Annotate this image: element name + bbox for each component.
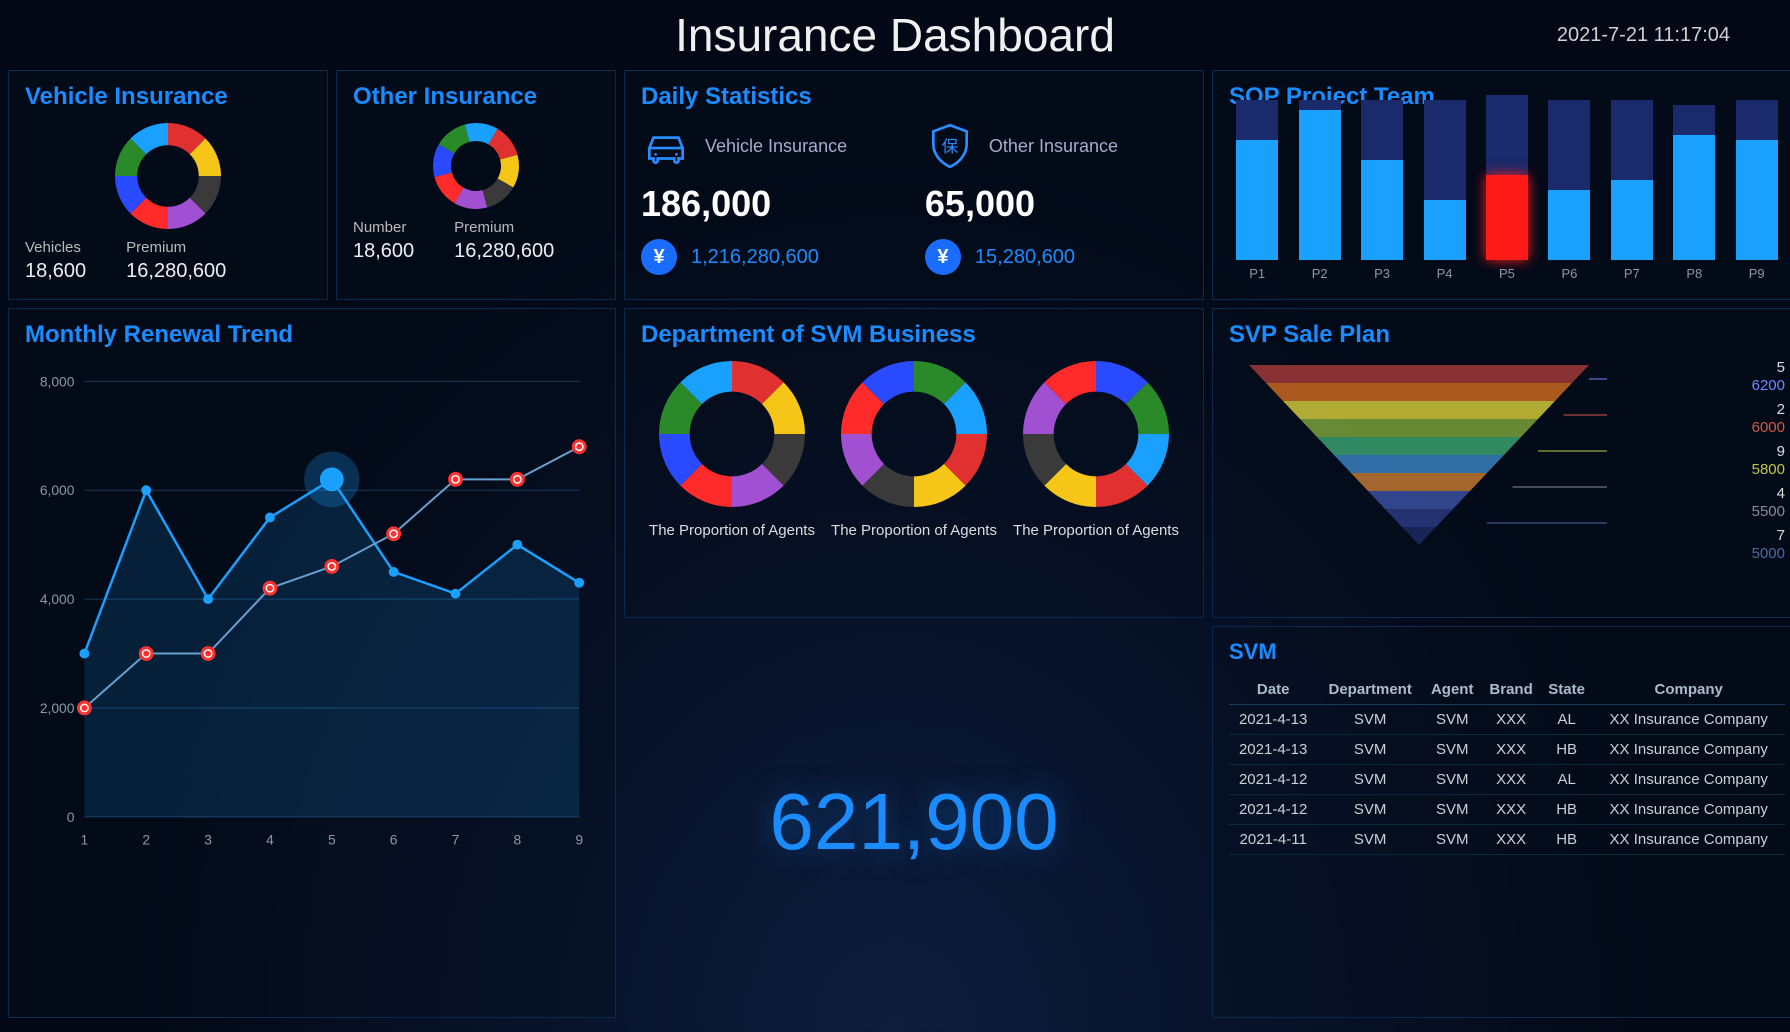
svm-business-panel: Department of SVM Business The Proportio… <box>624 308 1204 618</box>
other-ins-stat-1: Premium 16,280,600 <box>454 219 554 263</box>
table-row: 2021-4-13SVMSVMXXXHBXX Insurance Company <box>1229 735 1785 765</box>
big-number: 621,900 <box>769 776 1058 868</box>
bar-col: P6 <box>1548 100 1590 281</box>
svg-text:6: 6 <box>390 832 398 848</box>
bar-col: P1 <box>1236 100 1278 281</box>
bar-col: P9 <box>1736 100 1778 281</box>
bar-col: P7 <box>1611 100 1653 281</box>
svg-text:5: 5 <box>328 832 336 848</box>
other-insurance-title: Other Insurance <box>353 83 599 111</box>
other-ins-stat-0: Number 18,600 <box>353 219 414 263</box>
car-icon <box>641 121 691 171</box>
svg-text:4: 4 <box>266 832 274 848</box>
bar-col: P3 <box>1361 100 1403 281</box>
svp-funnel-labels: 56200 26000 95800 45500 75000 <box>1609 359 1785 569</box>
svg-text:3: 3 <box>204 832 212 848</box>
header: Insurance Dashboard 2021-7-21 11:17:04 <box>0 0 1790 70</box>
svg-text:1: 1 <box>81 832 89 848</box>
table-header: Department <box>1317 675 1423 705</box>
svm-table-panel: SVM DateDepartmentAgentBrandStateCompany… <box>1212 626 1790 1018</box>
svg-text:4,000: 4,000 <box>40 591 75 607</box>
funnel-label: 26000 <box>1609 401 1785 437</box>
funnel-label: 56200 <box>1609 359 1785 395</box>
vehicle-ins-stat-1: Premium 16,280,600 <box>126 239 226 283</box>
table-row: 2021-4-13SVMSVMXXXALXX Insurance Company <box>1229 705 1785 735</box>
svg-text:7: 7 <box>452 832 460 848</box>
vehicle-ins-stat-0: Vehicles 18,600 <box>25 239 86 283</box>
svp-panel: SVP Sale Plan 56200 26000 95800 45500 75000 <box>1212 308 1790 618</box>
daily-vehicle-amount: 1,216,280,600 <box>691 246 819 269</box>
trend-panel: Monthly Renewal Trend 0 2,000 4,000 6,000 8,… <box>8 308 616 1018</box>
yen-icon: ¥ <box>641 239 677 275</box>
svg-text:2,000: 2,000 <box>40 700 75 716</box>
table-header: Company <box>1592 675 1785 705</box>
table-header: Brand <box>1481 675 1540 705</box>
sop-bar-chart: P1P2P3P4P5P6P7P8P9 <box>1229 121 1785 281</box>
other-insurance-panel: Other Insurance Number 18,600 Premium 16… <box>336 70 616 300</box>
svp-funnel-chart <box>1229 359 1609 559</box>
svg-text:6,000: 6,000 <box>40 482 75 498</box>
bar-col: P4 <box>1424 100 1466 281</box>
other-insurance-donut <box>431 121 521 211</box>
daily-vehicle-count: 186,000 <box>641 183 903 225</box>
table-header: Date <box>1229 675 1317 705</box>
svg-text:8,000: 8,000 <box>40 373 75 389</box>
svg-text:8: 8 <box>514 832 522 848</box>
svp-title: SVP Sale Plan <box>1229 321 1785 349</box>
sop-panel: SOP Project Team P1P2P3P4P5P6P7P8P9 <box>1212 70 1790 300</box>
vehicle-insurance-title: Vehicle Insurance <box>25 83 311 111</box>
table-row: 2021-4-12SVMSVMXXXHBXX Insurance Company <box>1229 795 1785 825</box>
daily-statistics-title: Daily Statistics <box>641 83 1187 111</box>
svg-text:保: 保 <box>942 137 959 156</box>
funnel-label: 95800 <box>1609 443 1785 479</box>
svg-text:2: 2 <box>142 832 150 848</box>
page-title: Insurance Dashboard <box>675 8 1115 62</box>
svg-text:0: 0 <box>67 809 75 825</box>
timestamp: 2021-7-21 11:17:04 <box>1557 24 1730 47</box>
funnel-label: 45500 <box>1609 485 1785 521</box>
svm-donut-1 <box>657 359 807 509</box>
svg-text:9: 9 <box>575 832 583 848</box>
bar-col: P8 <box>1673 105 1715 281</box>
funnel-label: 75000 <box>1609 527 1785 563</box>
daily-other-count: 65,000 <box>925 183 1187 225</box>
shield-icon: 保 <box>925 121 975 171</box>
daily-vehicle-block: Vehicle Insurance 186,000 ¥ 1,216,280,60… <box>641 121 903 275</box>
table-header: Agent <box>1423 675 1481 705</box>
yen-icon: ¥ <box>925 239 961 275</box>
table-row: 2021-4-11SVMSVMXXXHBXX Insurance Company <box>1229 825 1785 855</box>
bar-col: P5 <box>1486 95 1528 281</box>
table-row: 2021-4-12SVMSVMXXXALXX Insurance Company <box>1229 765 1785 795</box>
bar-col: P2 <box>1299 100 1341 281</box>
svm-table-title: SVM <box>1229 639 1785 665</box>
trend-chart: 0 2,000 4,000 6,000 8,000 1 2 3 4 5 6 7 8 9 <box>25 359 599 859</box>
svm-donut-2 <box>839 359 989 509</box>
vehicle-insurance-panel: Vehicle Insurance Vehicles 18,600 Premiu… <box>8 70 328 300</box>
trend-title: Monthly Renewal Trend <box>25 321 599 349</box>
big-number-panel: 621,900 <box>624 626 1204 1018</box>
vehicle-insurance-donut <box>113 121 223 231</box>
daily-other-block: 保 Other Insurance 65,000 ¥ 15,280,600 <box>925 121 1187 275</box>
daily-other-amount: 15,280,600 <box>975 246 1075 269</box>
svm-table: DateDepartmentAgentBrandStateCompany 202… <box>1229 675 1785 855</box>
table-header: State <box>1541 675 1593 705</box>
daily-statistics-panel: Daily Statistics Vehicle Insurance 186,0… <box>624 70 1204 300</box>
svm-donut-3 <box>1021 359 1171 509</box>
svm-business-title: Department of SVM Business <box>641 321 1187 349</box>
